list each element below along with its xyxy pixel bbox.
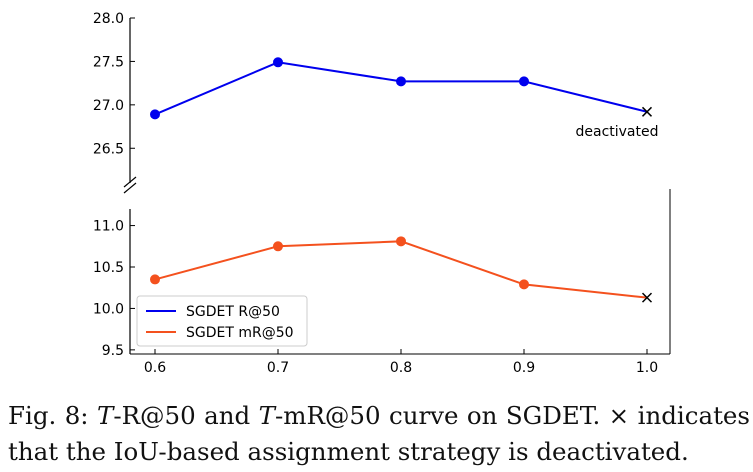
legend: SGDET R@50 SGDET mR@50	[136, 295, 308, 347]
legend-label: SGDET mR@50	[186, 325, 294, 341]
x-tick-label: 0.6	[144, 360, 166, 376]
y-tick-label: 10.5	[93, 260, 124, 276]
y-tick-label: 10.0	[93, 301, 124, 317]
legend-label: SGDET R@50	[186, 304, 280, 320]
axis-break-stroke	[123, 182, 137, 194]
axis-break-stroke	[123, 176, 137, 188]
deactivated-x-marker	[641, 292, 653, 303]
lower-panel: 9.5 10.0 10.5 11.0	[93, 189, 671, 359]
y-tick-label: 9.5	[102, 343, 124, 359]
data-point	[519, 76, 529, 87]
legend-box	[136, 295, 308, 347]
caption-line-2: that the IoU-based assignment strategy i…	[8, 437, 689, 466]
x-tick-label: 0.7	[267, 360, 289, 376]
deactivated-x-marker	[641, 106, 653, 117]
data-point	[519, 279, 529, 290]
data-point	[273, 57, 283, 68]
data-point	[150, 274, 160, 285]
caption-prefix: Fig. 8:	[8, 401, 97, 430]
y-tick-label: 28.0	[93, 11, 124, 27]
upper-panel: 26.5 27.0 27.5 28.0	[93, 11, 135, 183]
x-axis: 0.6 0.7 0.8 0.9 1.0	[144, 349, 658, 376]
line-chart: 26.527.027.528.0 9.510.010.511.0 0.6 0.7 0…	[93, 11, 671, 376]
y-tick-label: 27.5	[93, 54, 124, 70]
x-tick-label: 1.0	[636, 360, 658, 376]
annotation-label: deactivated	[575, 124, 658, 140]
data-point	[396, 76, 406, 87]
data-point	[150, 109, 160, 120]
caption-line-1: Fig. 8: T-R@50 and T-mR@50 curve on SGDE…	[8, 398, 750, 434]
series-line-2	[154, 240, 648, 299]
y-tick-label: 26.5	[93, 141, 124, 157]
caption-part-b: -mR@50 curve on SGDET. × indicates	[274, 401, 750, 430]
caption-italic-t: T	[96, 401, 114, 430]
caption-italic-t: T	[258, 401, 275, 430]
series-layer	[150, 57, 653, 303]
caption-part-a: -R@50 and	[113, 401, 259, 430]
figure-caption: Fig. 8: T-R@50 and T-mR@50 curve on SGDE…	[8, 398, 750, 470]
y-tick-label: 11.0	[93, 219, 124, 235]
y-tick-label: 27.0	[93, 98, 124, 114]
axis-break-marker	[123, 176, 137, 194]
annotations: deactivated	[575, 124, 658, 140]
series-line-1	[154, 61, 648, 116]
x-tick-label: 0.8	[390, 360, 412, 376]
x-tick-label: 0.9	[513, 360, 535, 376]
data-point	[273, 241, 283, 252]
data-point	[396, 236, 406, 247]
